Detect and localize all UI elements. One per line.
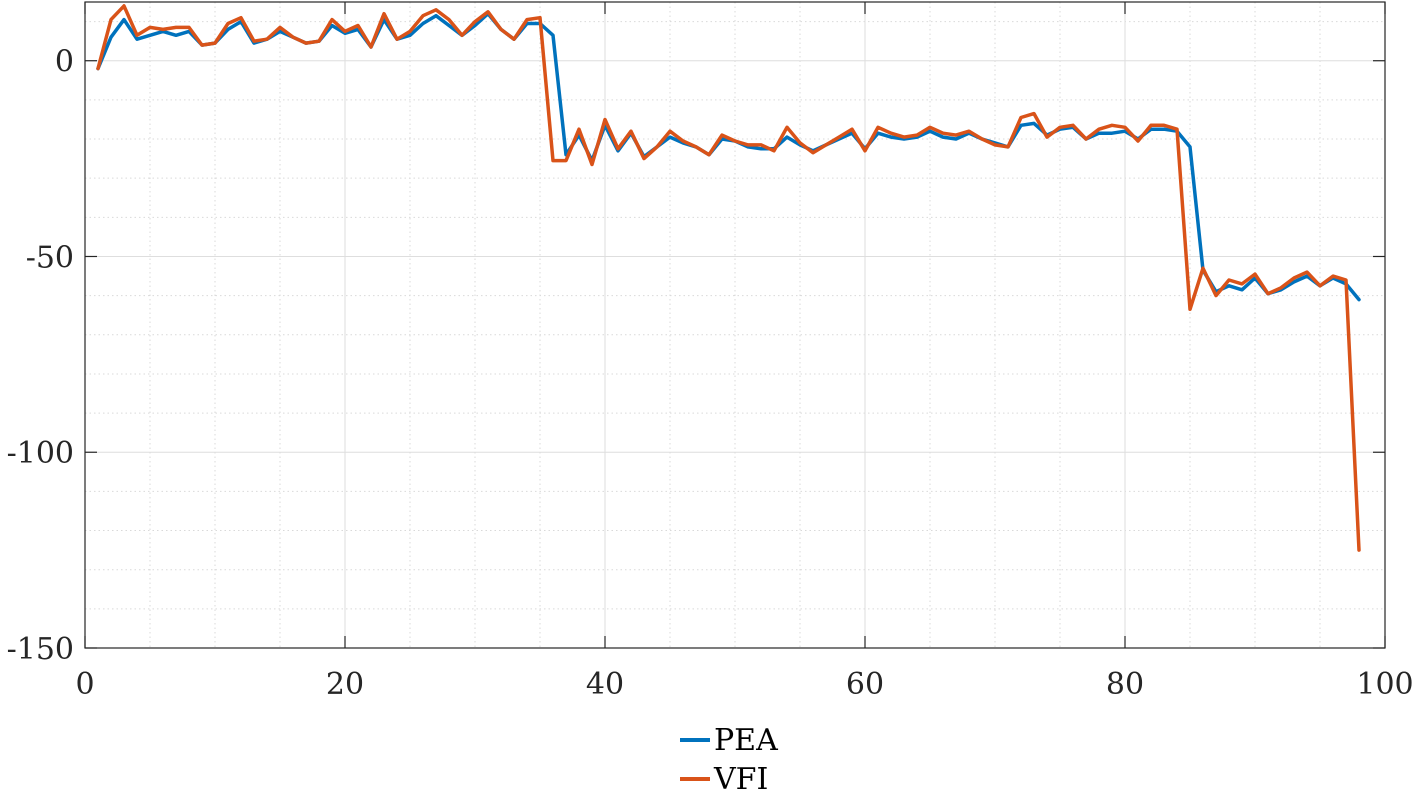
y-tick-label: -150 [7, 632, 74, 667]
x-tick-label: 0 [75, 667, 94, 702]
x-tick-label: 40 [586, 667, 624, 702]
y-tick-labels: -150 -100 -50 0 [7, 45, 74, 667]
y-tick-label: -100 [7, 436, 74, 471]
y-tick-label: -50 [26, 240, 74, 275]
legend-label-vfi: VFI [713, 762, 768, 794]
legend-label-pea: PEA [714, 723, 778, 758]
y-tick-label: 0 [55, 45, 74, 80]
x-tick-labels: 0 20 40 60 80 100 [75, 667, 1413, 702]
x-tick-label: 80 [1106, 667, 1144, 702]
minor-grid [85, 2, 1385, 648]
plot-frame [84, 1, 1386, 649]
x-tick-label: 100 [1356, 667, 1413, 702]
series-layer [96, 4, 1361, 552]
series-line-vfi [96, 4, 1361, 552]
axis-ticks [84, 2, 1386, 649]
x-tick-label: 60 [846, 667, 884, 702]
x-tick-label: 20 [326, 667, 364, 702]
legend: PEA VFI [680, 723, 778, 794]
